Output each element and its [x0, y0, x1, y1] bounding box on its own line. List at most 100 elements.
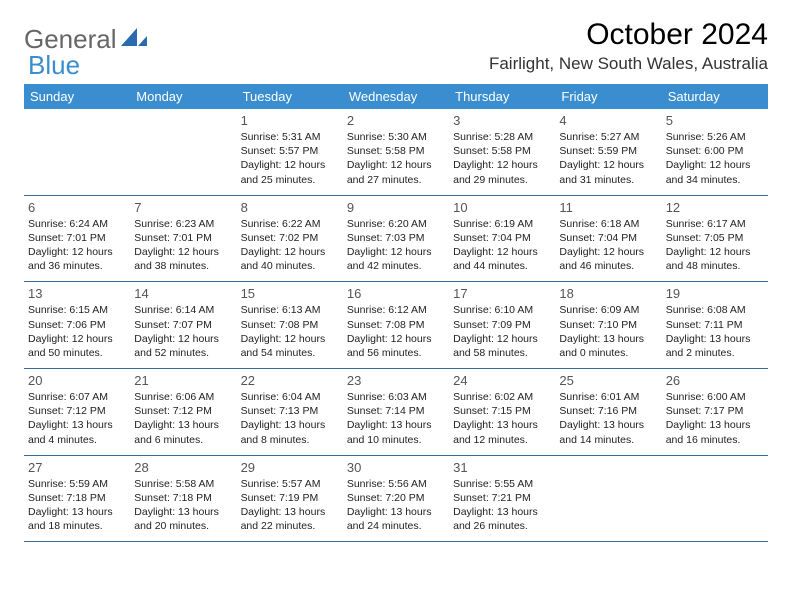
day-cell: 4Sunrise: 5:27 AMSunset: 5:59 PMDaylight…	[555, 109, 661, 195]
daylight-line-1: Daylight: 12 hours	[453, 158, 551, 172]
day-number: 29	[241, 460, 339, 475]
sunset-line: Sunset: 7:13 PM	[241, 404, 339, 418]
sunset-line: Sunset: 7:03 PM	[347, 231, 445, 245]
day-number: 8	[241, 200, 339, 215]
week-row: 27Sunrise: 5:59 AMSunset: 7:18 PMDayligh…	[24, 456, 768, 543]
weekday-header: Friday	[555, 84, 661, 109]
daylight-line-2: and 50 minutes.	[28, 346, 126, 360]
day-number: 22	[241, 373, 339, 388]
sunrise-line: Sunrise: 5:27 AM	[559, 130, 657, 144]
day-cell: 18Sunrise: 6:09 AMSunset: 7:10 PMDayligh…	[555, 282, 661, 368]
day-cell: 12Sunrise: 6:17 AMSunset: 7:05 PMDayligh…	[662, 196, 768, 282]
day-number: 7	[134, 200, 232, 215]
weekday-header: Thursday	[449, 84, 555, 109]
sunrise-line: Sunrise: 6:01 AM	[559, 390, 657, 404]
daylight-line-2: and 54 minutes.	[241, 346, 339, 360]
sunset-line: Sunset: 7:10 PM	[559, 318, 657, 332]
daylight-line-1: Daylight: 13 hours	[134, 505, 232, 519]
daylight-line-2: and 18 minutes.	[28, 519, 126, 533]
sunrise-line: Sunrise: 5:31 AM	[241, 130, 339, 144]
daylight-line-2: and 6 minutes.	[134, 433, 232, 447]
sunset-line: Sunset: 7:01 PM	[28, 231, 126, 245]
daylight-line-2: and 58 minutes.	[453, 346, 551, 360]
day-cell: 8Sunrise: 6:22 AMSunset: 7:02 PMDaylight…	[237, 196, 343, 282]
daylight-line-2: and 20 minutes.	[134, 519, 232, 533]
daylight-line-1: Daylight: 12 hours	[347, 245, 445, 259]
sunrise-line: Sunrise: 6:17 AM	[666, 217, 764, 231]
daylight-line-1: Daylight: 13 hours	[666, 418, 764, 432]
sunset-line: Sunset: 7:12 PM	[134, 404, 232, 418]
day-cell: 14Sunrise: 6:14 AMSunset: 7:07 PMDayligh…	[130, 282, 236, 368]
day-cell: 30Sunrise: 5:56 AMSunset: 7:20 PMDayligh…	[343, 456, 449, 542]
title-block: October 2024 Fairlight, New South Wales,…	[489, 18, 768, 74]
sunset-line: Sunset: 5:57 PM	[241, 144, 339, 158]
week-row: 6Sunrise: 6:24 AMSunset: 7:01 PMDaylight…	[24, 196, 768, 283]
brand-word2: Blue	[28, 50, 80, 81]
sunset-line: Sunset: 7:18 PM	[134, 491, 232, 505]
daylight-line-2: and 38 minutes.	[134, 259, 232, 273]
sunrise-line: Sunrise: 6:02 AM	[453, 390, 551, 404]
daylight-line-1: Daylight: 13 hours	[453, 505, 551, 519]
day-cell: 7Sunrise: 6:23 AMSunset: 7:01 PMDaylight…	[130, 196, 236, 282]
sunset-line: Sunset: 7:04 PM	[453, 231, 551, 245]
sunset-line: Sunset: 7:17 PM	[666, 404, 764, 418]
day-number: 26	[666, 373, 764, 388]
daylight-line-2: and 52 minutes.	[134, 346, 232, 360]
day-cell: 29Sunrise: 5:57 AMSunset: 7:19 PMDayligh…	[237, 456, 343, 542]
day-number: 14	[134, 286, 232, 301]
weekday-header: Saturday	[662, 84, 768, 109]
day-cell: 24Sunrise: 6:02 AMSunset: 7:15 PMDayligh…	[449, 369, 555, 455]
day-number: 18	[559, 286, 657, 301]
day-number: 15	[241, 286, 339, 301]
sunset-line: Sunset: 7:11 PM	[666, 318, 764, 332]
sunrise-line: Sunrise: 6:06 AM	[134, 390, 232, 404]
location-text: Fairlight, New South Wales, Australia	[489, 54, 768, 74]
sunset-line: Sunset: 7:07 PM	[134, 318, 232, 332]
daylight-line-1: Daylight: 13 hours	[347, 505, 445, 519]
day-cell: 23Sunrise: 6:03 AMSunset: 7:14 PMDayligh…	[343, 369, 449, 455]
daylight-line-1: Daylight: 13 hours	[453, 418, 551, 432]
sunrise-line: Sunrise: 6:19 AM	[453, 217, 551, 231]
page-header: General October 2024 Fairlight, New Sout…	[24, 18, 768, 74]
daylight-line-1: Daylight: 13 hours	[28, 505, 126, 519]
daylight-line-2: and 44 minutes.	[453, 259, 551, 273]
daylight-line-1: Daylight: 12 hours	[134, 245, 232, 259]
day-number: 4	[559, 113, 657, 128]
day-cell: 27Sunrise: 5:59 AMSunset: 7:18 PMDayligh…	[24, 456, 130, 542]
day-number: 2	[347, 113, 445, 128]
daylight-line-1: Daylight: 12 hours	[666, 245, 764, 259]
daylight-line-2: and 25 minutes.	[241, 173, 339, 187]
month-title: October 2024	[489, 18, 768, 52]
logo-sail-icon	[121, 24, 147, 55]
day-number: 23	[347, 373, 445, 388]
day-number: 16	[347, 286, 445, 301]
sunrise-line: Sunrise: 6:12 AM	[347, 303, 445, 317]
sunrise-line: Sunrise: 6:13 AM	[241, 303, 339, 317]
sunrise-line: Sunrise: 5:55 AM	[453, 477, 551, 491]
day-cell: 20Sunrise: 6:07 AMSunset: 7:12 PMDayligh…	[24, 369, 130, 455]
daylight-line-2: and 2 minutes.	[666, 346, 764, 360]
daylight-line-1: Daylight: 13 hours	[559, 418, 657, 432]
week-row: 20Sunrise: 6:07 AMSunset: 7:12 PMDayligh…	[24, 369, 768, 456]
daylight-line-1: Daylight: 12 hours	[28, 332, 126, 346]
daylight-line-1: Daylight: 13 hours	[347, 418, 445, 432]
daylight-line-1: Daylight: 13 hours	[28, 418, 126, 432]
sunrise-line: Sunrise: 5:59 AM	[28, 477, 126, 491]
sunrise-line: Sunrise: 5:57 AM	[241, 477, 339, 491]
weeks-container: 1Sunrise: 5:31 AMSunset: 5:57 PMDaylight…	[24, 109, 768, 542]
sunrise-line: Sunrise: 5:28 AM	[453, 130, 551, 144]
daylight-line-1: Daylight: 13 hours	[241, 418, 339, 432]
weekday-header: Wednesday	[343, 84, 449, 109]
day-number: 31	[453, 460, 551, 475]
daylight-line-2: and 22 minutes.	[241, 519, 339, 533]
daylight-line-1: Daylight: 12 hours	[134, 332, 232, 346]
daylight-line-2: and 36 minutes.	[28, 259, 126, 273]
sunset-line: Sunset: 7:05 PM	[666, 231, 764, 245]
day-cell: 10Sunrise: 6:19 AMSunset: 7:04 PMDayligh…	[449, 196, 555, 282]
daylight-line-1: Daylight: 13 hours	[241, 505, 339, 519]
day-number: 10	[453, 200, 551, 215]
day-cell: 3Sunrise: 5:28 AMSunset: 5:58 PMDaylight…	[449, 109, 555, 195]
sunrise-line: Sunrise: 6:23 AM	[134, 217, 232, 231]
day-number: 27	[28, 460, 126, 475]
day-number: 17	[453, 286, 551, 301]
